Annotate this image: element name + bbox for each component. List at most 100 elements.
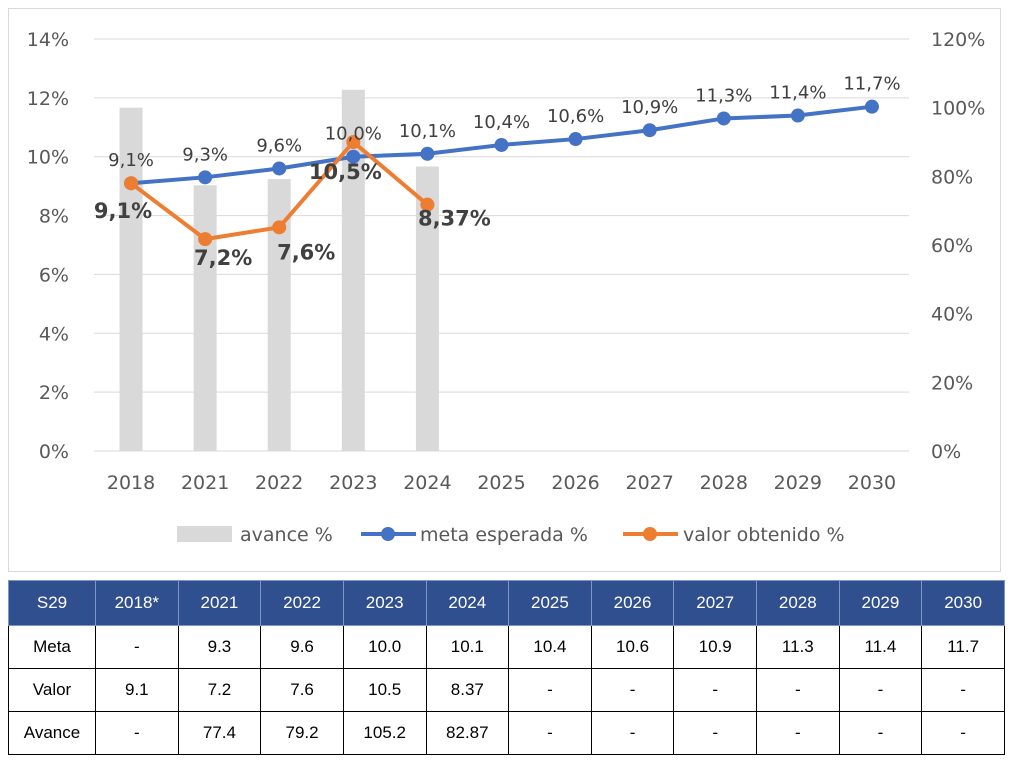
data-label-valor: 8,37%	[418, 207, 491, 231]
x-axis-tick-label: 2024	[403, 472, 451, 494]
data-point-valor	[198, 232, 213, 247]
data-label-meta: 10,1%	[399, 121, 456, 142]
data-label-meta: 10,6%	[547, 106, 604, 127]
x-axis-tick-label: 2022	[255, 472, 303, 494]
table-cell: -	[673, 668, 757, 712]
table-cell: 9.3	[177, 625, 262, 669]
data-point-meta	[272, 161, 287, 176]
legend-marker-meta	[381, 527, 395, 541]
data-point-meta	[716, 111, 731, 126]
data-point-valor	[420, 197, 435, 212]
table-header-cell: 2028	[756, 580, 840, 626]
x-axis-tick-label: 2029	[774, 472, 822, 494]
left-axis-tick-label: 12%	[27, 88, 69, 110]
data-label-meta: 9,3%	[182, 144, 228, 165]
table-row: Valor 9.1 7.2 7.6 10.5 8.37- - - - - -	[8, 668, 1005, 712]
table-cell: -	[508, 668, 592, 712]
right-axis-tick-label: 120%	[931, 29, 985, 51]
table-cell: -	[95, 625, 179, 669]
legend-marker-valor	[643, 527, 657, 541]
table-header-row: S29 2018* 2021 2022 2023 2024 2025 2026 2027 2028…	[8, 580, 1005, 626]
left-axis-tick-label: 14%	[27, 29, 69, 51]
table-cell: -	[590, 711, 675, 755]
table-cell: -	[756, 711, 840, 755]
right-axis-tick-label: 100%	[931, 98, 985, 120]
x-axis-tick-label: 2028	[700, 472, 748, 494]
table-cell: 10.4	[508, 625, 592, 669]
table-cell: 77.4	[177, 711, 262, 755]
data-point-meta	[642, 123, 657, 138]
x-axis-tick-label: 2021	[181, 472, 229, 494]
table-cell: -	[921, 668, 1005, 712]
x-axis-tick-label: 2023	[329, 472, 377, 494]
table-row: Meta -9.3 9.6 10.0 10.1 10.4 10.6 10.9 11.3 11.4 1…	[8, 625, 1005, 669]
table-cell: 8.37	[425, 668, 510, 712]
data-point-valor	[346, 135, 361, 149]
data-label-valor: 10,5%	[309, 160, 382, 184]
table-header-cell: S29	[8, 580, 96, 626]
left-axis-tick-label: 10%	[27, 147, 69, 169]
table-cell: -	[921, 711, 1005, 755]
table-header-cell: 2023	[342, 580, 427, 626]
table-cell: -	[756, 668, 840, 712]
table-cell: -	[508, 711, 592, 755]
data-label-valor: 7,6%	[277, 240, 335, 264]
data-label-meta: 10,4%	[473, 112, 530, 133]
combo-chart: 0% 2% 4% 6% 8% 10% 12% 14% 0% 20% 40% 60% 80% 100% 120…	[27, 29, 986, 546]
table-row-label: Meta	[8, 625, 96, 669]
bar-avance	[415, 166, 439, 451]
table-header-cell: 2024	[425, 580, 510, 626]
table-row-label: Avance	[8, 711, 96, 755]
left-axis-tick-label: 2%	[39, 382, 69, 404]
data-point-meta	[864, 99, 879, 114]
table-cell: -	[838, 711, 923, 755]
table-cell: 9.1	[95, 668, 179, 712]
table-cell: -	[590, 668, 675, 712]
table-cell: 11.3	[756, 625, 840, 669]
table-cell: 10.1	[425, 625, 510, 669]
x-axis-tick-label: 2025	[477, 472, 525, 494]
table-row-label: Valor	[8, 668, 96, 712]
table-header-cell: 2026	[590, 580, 675, 626]
right-axis-tick-label: 60%	[931, 235, 973, 257]
data-point-meta	[568, 132, 583, 147]
table-cell: 10.6	[590, 625, 675, 669]
x-axis-tick-label: 2018	[107, 472, 155, 494]
data-point-meta	[198, 170, 213, 185]
table-cell: 7.2	[177, 668, 262, 712]
left-axis-tick-label: 4%	[39, 323, 69, 345]
table-cell: 9.6	[260, 625, 344, 669]
table-header-cell: 2022	[260, 580, 344, 626]
data-label-valor: 9,1%	[94, 199, 152, 223]
left-axis-tick-label: 6%	[39, 264, 69, 286]
bar-avance	[341, 89, 365, 452]
table-row: Avance -77.4 79.2 105.2 82.87- - - - - -	[8, 711, 1005, 755]
table-cell: 10.9	[673, 625, 757, 669]
table-cell: -	[673, 711, 757, 755]
table-header-cell: 2029	[838, 580, 923, 626]
table-cell: 10.5	[342, 668, 427, 712]
table-cell: -	[95, 711, 179, 755]
data-label-meta: 9,1%	[108, 150, 154, 171]
table-cell: 10.0	[342, 625, 427, 669]
bar-avance	[193, 185, 217, 451]
x-axis-tick-label: 2026	[551, 472, 599, 494]
table-cell: -	[838, 668, 923, 712]
table-header-cell: 2018*	[95, 580, 179, 626]
table-header-cell: 2021	[177, 580, 262, 626]
bar-avance	[267, 179, 291, 451]
table-cell: 82.87	[425, 711, 510, 755]
data-label-meta: 10,9%	[621, 97, 678, 118]
data-table: S29 2018* 2021 2022 2023 2024 2025 2026 2027 2028…	[8, 580, 1005, 755]
data-point-meta	[420, 146, 435, 161]
data-point-meta	[346, 149, 361, 164]
table-cell: 11.4	[838, 625, 923, 669]
table-header-cell: 2027	[673, 580, 757, 626]
right-axis-tick-label: 0%	[931, 441, 961, 463]
table-cell: 7.6	[260, 668, 344, 712]
x-axis-tick-label: 2030	[848, 472, 896, 494]
left-axis-tick-label: 0%	[39, 441, 69, 463]
legend-label-meta: meta esperada %	[420, 524, 588, 546]
left-axis-tick-label: 8%	[39, 206, 69, 228]
table-cell: 79.2	[260, 711, 344, 755]
